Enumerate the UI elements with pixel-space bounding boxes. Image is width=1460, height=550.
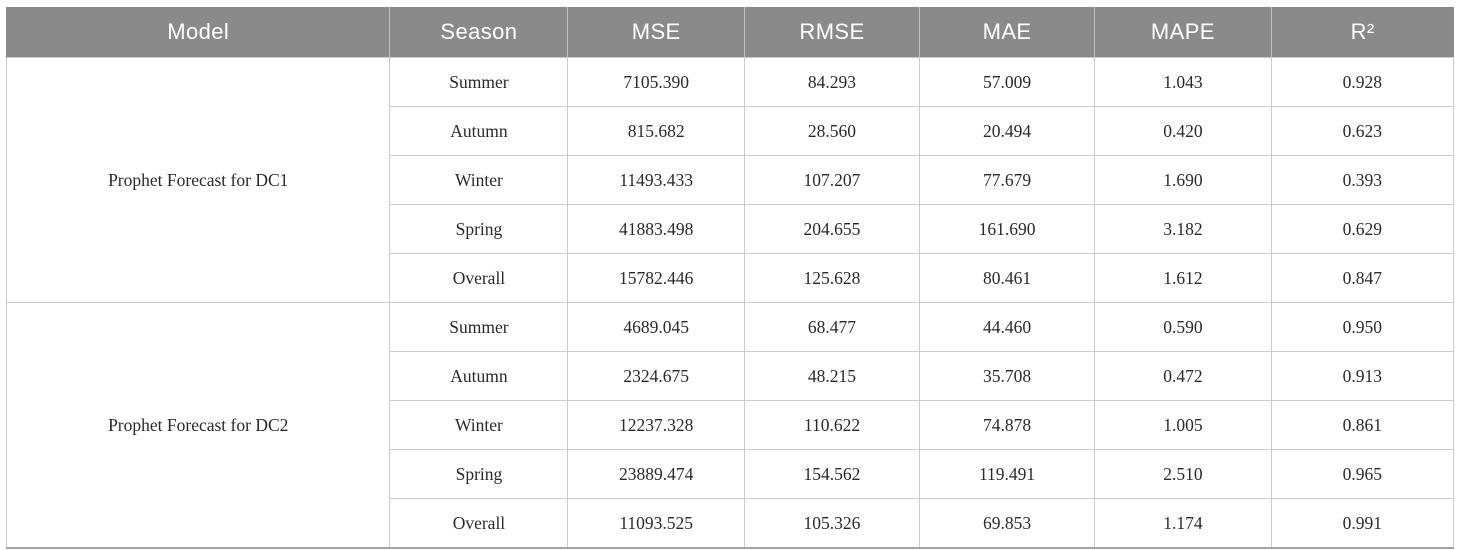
model-cell-dc2: Prophet Forecast for DC2 <box>5 302 391 549</box>
mse-cell: 11493.433 <box>567 155 745 205</box>
header-mae: MAE <box>919 7 1095 58</box>
r2-cell: 0.861 <box>1270 400 1455 450</box>
mse-cell: 15782.446 <box>567 253 745 303</box>
rmse-cell: 105.326 <box>743 498 921 549</box>
r2-cell: 0.913 <box>1270 351 1455 401</box>
mse-cell: 815.682 <box>567 106 745 156</box>
group-dc1: Prophet Forecast for DC1 Summer 7105.390… <box>5 57 1455 303</box>
season-cell: Summer <box>389 302 569 352</box>
rmse-cell: 84.293 <box>743 57 921 107</box>
mae-cell: 35.708 <box>919 351 1096 401</box>
mae-cell: 77.679 <box>919 155 1096 205</box>
r2-cell: 0.928 <box>1270 57 1455 107</box>
rmse-cell: 204.655 <box>743 204 921 254</box>
table-row: Prophet Forecast for DC2 Summer 4689.045… <box>5 302 1455 549</box>
mape-cell: 0.472 <box>1094 351 1272 401</box>
mape-cell: 2.510 <box>1094 449 1272 499</box>
season-cell: Autumn <box>389 351 569 401</box>
season-cell: Spring <box>389 449 569 499</box>
mse-cell: 12237.328 <box>567 400 745 450</box>
mape-cell: 1.043 <box>1094 57 1272 107</box>
season-cell: Winter <box>389 400 569 450</box>
table-row: Winter 12237.328 110.622 74.878 1.005 0.… <box>7 400 1455 450</box>
r2-cell: 0.991 <box>1270 498 1455 549</box>
rmse-cell: 110.622 <box>743 400 921 450</box>
mae-cell: 161.690 <box>919 204 1096 254</box>
mae-cell: 119.491 <box>919 449 1096 499</box>
rmse-cell: 28.560 <box>743 106 921 156</box>
group-dc2: Prophet Forecast for DC2 Summer 4689.045… <box>5 302 1455 549</box>
metrics-table-wrapper: Model Season MSE RMSE MAE MAPE R² Prophe… <box>5 7 1455 549</box>
season-cell: Summer <box>389 57 569 107</box>
rmse-cell: 68.477 <box>743 302 921 352</box>
header-rmse: RMSE <box>743 7 920 58</box>
mae-cell: 69.853 <box>919 498 1096 549</box>
mape-cell: 0.420 <box>1094 106 1272 156</box>
r2-cell: 0.623 <box>1270 106 1455 156</box>
header-mape: MAPE <box>1094 7 1272 58</box>
mape-cell: 1.005 <box>1094 400 1272 450</box>
mse-cell: 41883.498 <box>567 204 745 254</box>
season-cell: Overall <box>389 253 569 303</box>
mse-cell: 2324.675 <box>567 351 745 401</box>
mae-cell: 80.461 <box>919 253 1096 303</box>
r2-cell: 0.629 <box>1270 204 1455 254</box>
mape-cell: 3.182 <box>1094 204 1272 254</box>
r2-cell: 0.950 <box>1270 302 1455 352</box>
rmse-cell: 154.562 <box>743 449 921 499</box>
table-row: Spring 23889.474 154.562 119.491 2.510 0… <box>7 449 1455 499</box>
mae-cell: 57.009 <box>919 57 1096 107</box>
season-cell: Overall <box>389 498 569 549</box>
mse-cell: 7105.390 <box>567 57 745 107</box>
r2-cell: 0.965 <box>1270 449 1455 499</box>
mae-cell: 74.878 <box>919 400 1096 450</box>
table-row: Overall 15782.446 125.628 80.461 1.612 0… <box>7 253 1455 303</box>
mae-cell: 20.494 <box>919 106 1096 156</box>
table-row: Overall 11093.525 105.326 69.853 1.174 0… <box>7 498 1455 549</box>
model-cell-dc1: Prophet Forecast for DC1 <box>5 57 391 303</box>
r2-cell: 0.393 <box>1270 155 1455 205</box>
season-cell: Winter <box>389 155 569 205</box>
table-row: Prophet Forecast for DC1 Summer 7105.390… <box>5 57 1455 303</box>
mse-cell: 11093.525 <box>567 498 745 549</box>
mape-cell: 1.690 <box>1094 155 1272 205</box>
table-row: Winter 11493.433 107.207 77.679 1.690 0.… <box>7 155 1455 205</box>
mape-cell: 1.174 <box>1094 498 1272 549</box>
table-header-row: Model Season MSE RMSE MAE MAPE R² <box>5 7 1454 58</box>
mape-cell: 1.612 <box>1094 253 1272 303</box>
table-row: Autumn 815.682 28.560 20.494 0.420 0.623 <box>7 106 1455 156</box>
r2-cell: 0.847 <box>1270 253 1455 303</box>
rmse-cell: 125.628 <box>743 253 921 303</box>
header-mse: MSE <box>567 7 745 58</box>
header-model: Model <box>5 7 390 58</box>
rmse-cell: 107.207 <box>743 155 921 205</box>
table-row: Autumn 2324.675 48.215 35.708 0.472 0.91… <box>7 351 1455 401</box>
header-r2: R² <box>1270 7 1454 58</box>
mse-cell: 23889.474 <box>567 449 745 499</box>
mape-cell: 0.590 <box>1094 302 1272 352</box>
forecast-metrics-table: Model Season MSE RMSE MAE MAPE R² Prophe… <box>5 7 1455 549</box>
rmse-cell: 48.215 <box>743 351 921 401</box>
mse-cell: 4689.045 <box>567 302 745 352</box>
season-cell: Autumn <box>389 106 569 156</box>
header-season: Season <box>389 7 568 58</box>
table-row: Spring 41883.498 204.655 161.690 3.182 0… <box>7 204 1455 254</box>
season-cell: Spring <box>389 204 569 254</box>
mae-cell: 44.460 <box>919 302 1096 352</box>
